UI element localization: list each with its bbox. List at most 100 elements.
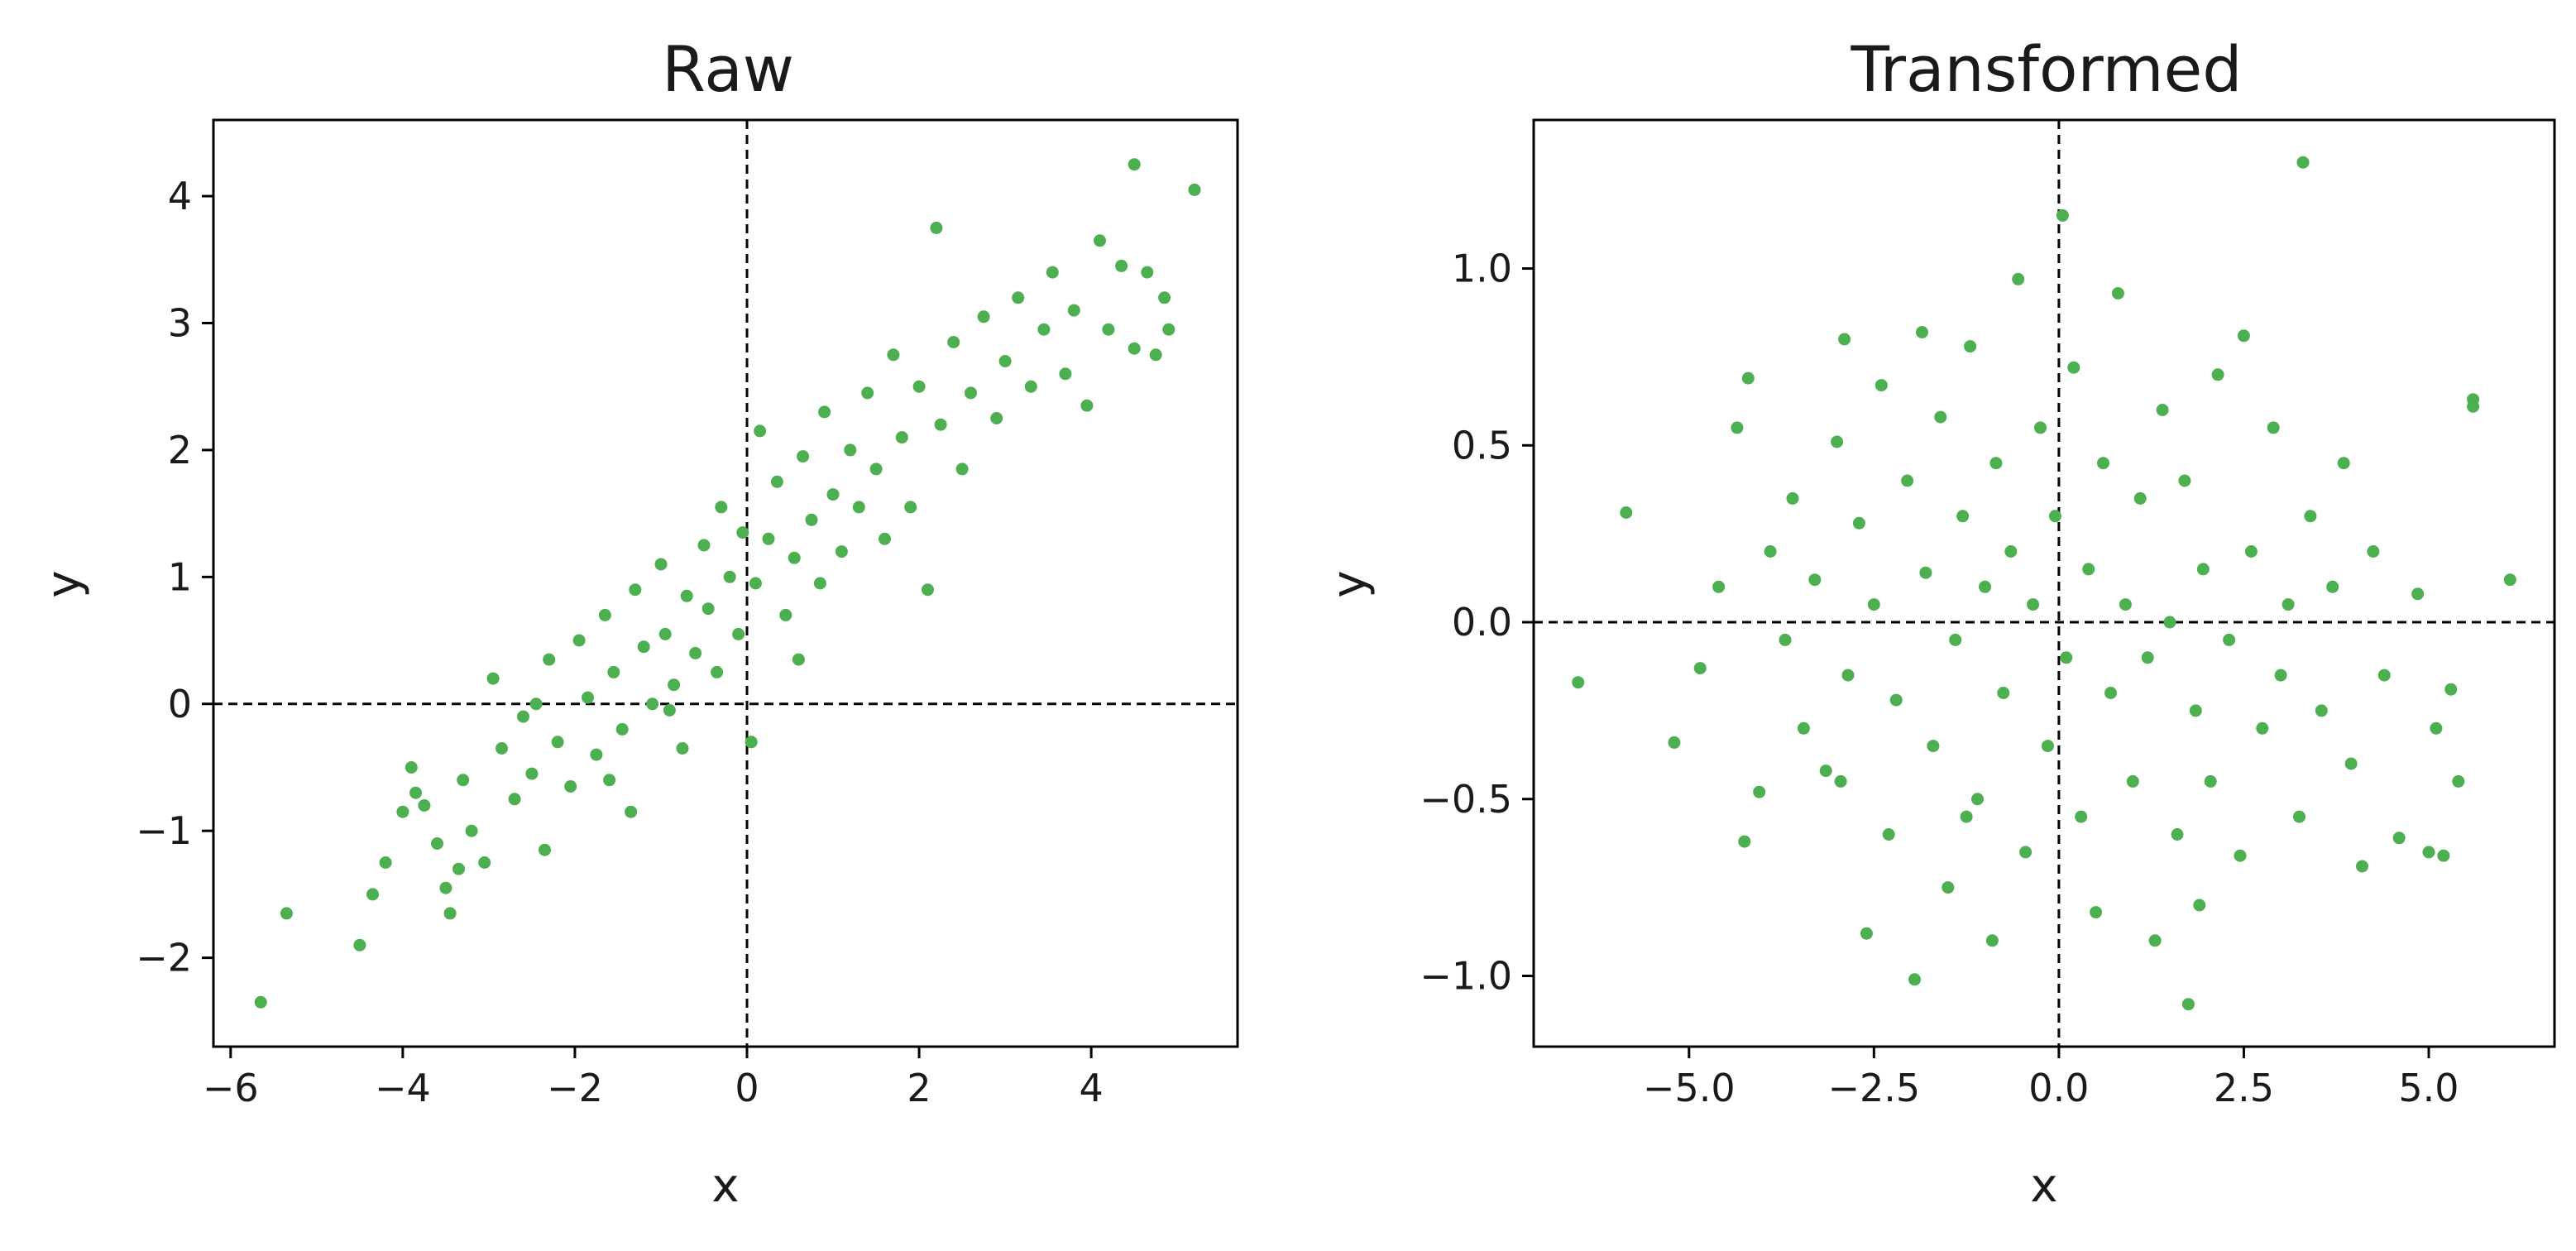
scatter-point	[2156, 404, 2169, 416]
scatter-point	[1979, 580, 1991, 593]
scatter-point	[1741, 371, 1755, 385]
scatter-point	[813, 577, 826, 590]
scatter-point	[904, 501, 917, 514]
y-tick-label: −1	[136, 808, 192, 853]
scatter-point	[792, 653, 805, 666]
scatter-point	[990, 412, 1003, 424]
scatter-point	[2067, 361, 2080, 374]
scatter-point	[2019, 846, 2033, 859]
scatter-point	[2181, 998, 2195, 1011]
scatter-point	[465, 824, 478, 837]
scatter-point	[1834, 774, 1847, 788]
scatter-point	[2344, 757, 2358, 770]
scatter-point	[2237, 329, 2250, 343]
data-points-raw	[213, 120, 1238, 1047]
y-tick-label: 4	[168, 174, 192, 218]
scatter-point	[1797, 721, 1810, 735]
plot-frame-raw	[212, 118, 1239, 1048]
scatter-point	[2056, 208, 2069, 222]
scatter-point	[998, 355, 1012, 367]
data-points-transformed	[1534, 120, 2554, 1047]
scatter-point	[2337, 457, 2350, 470]
scatter-point	[2411, 587, 2425, 601]
scatter-point	[1037, 323, 1051, 336]
scatter-point	[2503, 573, 2516, 587]
scatter-point	[2444, 683, 2458, 696]
scatter-point	[280, 907, 293, 920]
scatter-point	[2274, 669, 2287, 682]
scatter-point	[663, 703, 676, 717]
scatter-point	[1738, 835, 1751, 848]
scatter-point	[1572, 676, 1585, 689]
scatter-point	[2104, 687, 2117, 699]
scatter-point	[1141, 266, 1154, 279]
scatter-point	[2422, 846, 2435, 859]
scatter-point	[2060, 651, 2073, 664]
scatter-point	[2244, 545, 2258, 558]
scatter-point	[977, 310, 990, 324]
x-axis-label-raw: x	[711, 1159, 739, 1213]
scatter-point	[478, 856, 491, 869]
scatter-point	[2189, 704, 2202, 717]
scatter-point	[439, 881, 452, 894]
scatter-point	[1960, 810, 1973, 823]
scatter-point	[405, 761, 418, 774]
x-tick-label: 2.5	[2214, 1066, 2274, 1110]
y-axis-label-raw: y	[37, 570, 91, 597]
scatter-point	[1875, 379, 1888, 392]
scatter-point	[443, 907, 457, 920]
scatter-point	[930, 221, 943, 234]
scatter-point	[2178, 474, 2191, 487]
y-tick-label: 1	[168, 554, 192, 599]
scatter-point	[749, 577, 762, 590]
scatter-point	[1080, 399, 1094, 412]
scatter-point	[409, 786, 422, 799]
scatter-point	[572, 634, 586, 647]
scatter-point	[457, 774, 470, 787]
scatter-point	[955, 463, 969, 476]
scatter-point	[1934, 410, 1947, 424]
scatter-point	[805, 513, 818, 526]
y-tick-label: −1.0	[1420, 954, 1512, 999]
scatter-point	[1852, 516, 1865, 530]
scatter-point	[2234, 849, 2247, 862]
scatter-point	[1964, 340, 1977, 353]
scatter-point	[2097, 457, 2109, 470]
scatter-point	[1942, 881, 1955, 894]
scatter-point	[2133, 491, 2147, 505]
scatter-point	[715, 501, 728, 514]
scatter-point	[1919, 566, 1932, 579]
y-tick-label: 0.5	[1452, 423, 1512, 467]
scatter-point	[353, 938, 366, 951]
scatter-point	[2304, 510, 2317, 523]
scatter-point	[1860, 927, 1873, 940]
x-tick-label: 4	[1080, 1066, 1104, 1110]
scatter-point	[452, 862, 465, 875]
scatter-point	[2296, 156, 2310, 169]
x-tick-label: −6	[203, 1066, 259, 1110]
scatter-point	[1949, 633, 1962, 646]
scatter-point	[2027, 598, 2040, 611]
scatter-point	[646, 697, 659, 711]
scatter-point	[788, 551, 801, 564]
scatter-point	[529, 697, 543, 711]
scatter-point	[770, 475, 783, 488]
scatter-point	[525, 767, 539, 780]
scatter-point	[1753, 785, 1766, 798]
scatter-point	[1059, 367, 1072, 381]
scatter-point	[496, 742, 508, 755]
scatter-point	[1997, 687, 2010, 699]
scatter-point	[965, 386, 977, 400]
axis-ticks-transformed: −5.0 −2.5 0.0 2.5 5.0 −1.0 −0.5 0.0 0.5 1.0	[1420, 247, 2459, 1110]
scatter-point	[486, 672, 500, 685]
scatter-point	[603, 774, 616, 787]
x-tick-label: −2	[547, 1066, 603, 1110]
scatter-point	[598, 608, 611, 621]
scatter-point	[2141, 651, 2154, 664]
scatter-point	[1971, 793, 1984, 806]
scatter-point	[1841, 669, 1855, 682]
scatter-point	[2048, 510, 2061, 523]
scatter-point	[379, 856, 392, 869]
scatter-point	[697, 539, 711, 552]
